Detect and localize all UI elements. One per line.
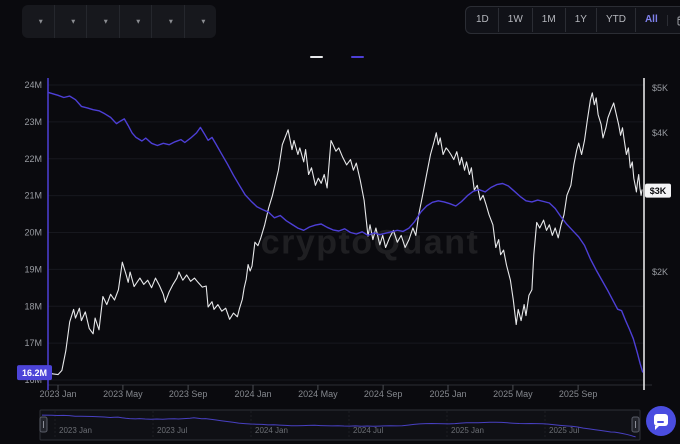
toolbar-group-ema: ▾ <box>118 5 152 38</box>
x-tick-label: 2024 Jan <box>234 389 271 399</box>
toolbar-dropdown-ema[interactable]: ▾ <box>131 18 141 26</box>
left-axis-label: 17M <box>24 338 42 348</box>
x-tick-label: 2025 Sep <box>559 389 598 399</box>
range-button-1w[interactable]: 1W <box>497 8 532 32</box>
price-current-badge <box>645 183 671 198</box>
range-button-ytd[interactable]: YTD <box>595 8 635 32</box>
chevron-down-icon: ▾ <box>39 18 43 26</box>
price-current-label: $3K <box>650 186 667 196</box>
time-range-selector: 1D 1W 1M 1Y YTD All <box>465 6 680 34</box>
x-tick-label: 2023 May <box>103 389 143 399</box>
legend-swatch <box>310 56 323 58</box>
chevron-down-icon: ▾ <box>136 18 141 26</box>
left-axis-label: 20M <box>24 228 42 238</box>
left-axis-label: 23M <box>24 117 42 127</box>
toolbar-group-scale: ▾ <box>151 5 184 38</box>
toolbar-dropdown-exchange[interactable]: ▾ <box>33 18 43 26</box>
left-axis-label: 19M <box>24 264 42 274</box>
reserve-current-label: 16.2M <box>22 368 47 378</box>
calendar-button[interactable] <box>666 14 680 26</box>
range-button-1y[interactable]: 1Y <box>564 8 596 32</box>
left-axis-label: 22M <box>24 154 42 164</box>
toolbar-dropdown-chart-type[interactable]: ▾ <box>196 18 206 26</box>
x-tick-label: 2023 Sep <box>169 389 208 399</box>
chevron-down-icon: ▾ <box>71 18 76 26</box>
range-navigator[interactable]: 2023 Jan 2023 Jul 2024 Jan 2024 Jul 2025 Jan… <box>39 409 641 441</box>
left-axis-label: 18M <box>24 301 42 311</box>
chevron-down-icon: ▾ <box>104 18 108 26</box>
chart-settings-toolbar: ▾ ▾ ▾ ▾ ▾ ▾ <box>22 5 217 38</box>
chat-launcher-button[interactable] <box>646 406 676 436</box>
right-axis-label: $5K <box>652 83 668 93</box>
x-tick-label: 2024 Sep <box>364 389 403 399</box>
toolbar-group-resolution: ▾ <box>53 5 87 38</box>
chevron-down-icon: ▾ <box>169 18 173 26</box>
left-axis-label: 21M <box>24 191 42 201</box>
toolbar-group-chart-type: ▾ <box>183 5 217 38</box>
range-button-1d[interactable]: 1D <box>476 14 489 25</box>
legend-swatch <box>351 56 364 58</box>
toolbar-dropdown-scale[interactable]: ▾ <box>163 18 173 26</box>
x-tick-label: 2023 Jan <box>39 389 76 399</box>
right-axis-label: $2K <box>652 267 668 277</box>
navigator-label: 2025 Jan <box>451 426 484 435</box>
x-tick-label: 2024 May <box>298 389 338 399</box>
navigator-label: 2024 Jul <box>353 426 383 435</box>
exchange-reserve-line <box>47 91 644 373</box>
left-axis-label: 24M <box>24 80 42 90</box>
right-axis-label: $4K <box>652 128 668 138</box>
toolbar-dropdown-resolution[interactable]: ▾ <box>66 18 76 26</box>
chart-legend <box>0 56 680 58</box>
toolbar-dropdown-sma[interactable]: ▾ <box>98 18 108 26</box>
toolbar-group-sma: ▾ <box>86 5 119 38</box>
chevron-down-icon: ▾ <box>201 18 206 26</box>
legend-item-price-usd[interactable] <box>310 56 329 58</box>
navigator-series <box>41 414 636 438</box>
price-usd-line <box>47 92 643 376</box>
range-button-1m[interactable]: 1M <box>531 8 565 32</box>
chat-bubble-icon <box>654 414 668 426</box>
toolbar-group-exchange: ▾ <box>22 5 54 38</box>
calendar-icon <box>677 15 680 25</box>
navigator-label: 2023 Jan <box>59 426 92 435</box>
navigator-track[interactable] <box>39 409 641 441</box>
range-button-all[interactable]: All <box>634 8 667 32</box>
navigator-label: 2024 Jan <box>255 426 288 435</box>
legend-item-exchange-reserve[interactable] <box>351 56 370 58</box>
navigator-label: 2025 Jul <box>549 426 579 435</box>
reserve-current-badge <box>17 365 52 381</box>
x-tick-label: 2025 May <box>493 389 533 399</box>
navigator-label: 2023 Jul <box>157 426 187 435</box>
x-tick-label: 2025 Jan <box>429 389 466 399</box>
